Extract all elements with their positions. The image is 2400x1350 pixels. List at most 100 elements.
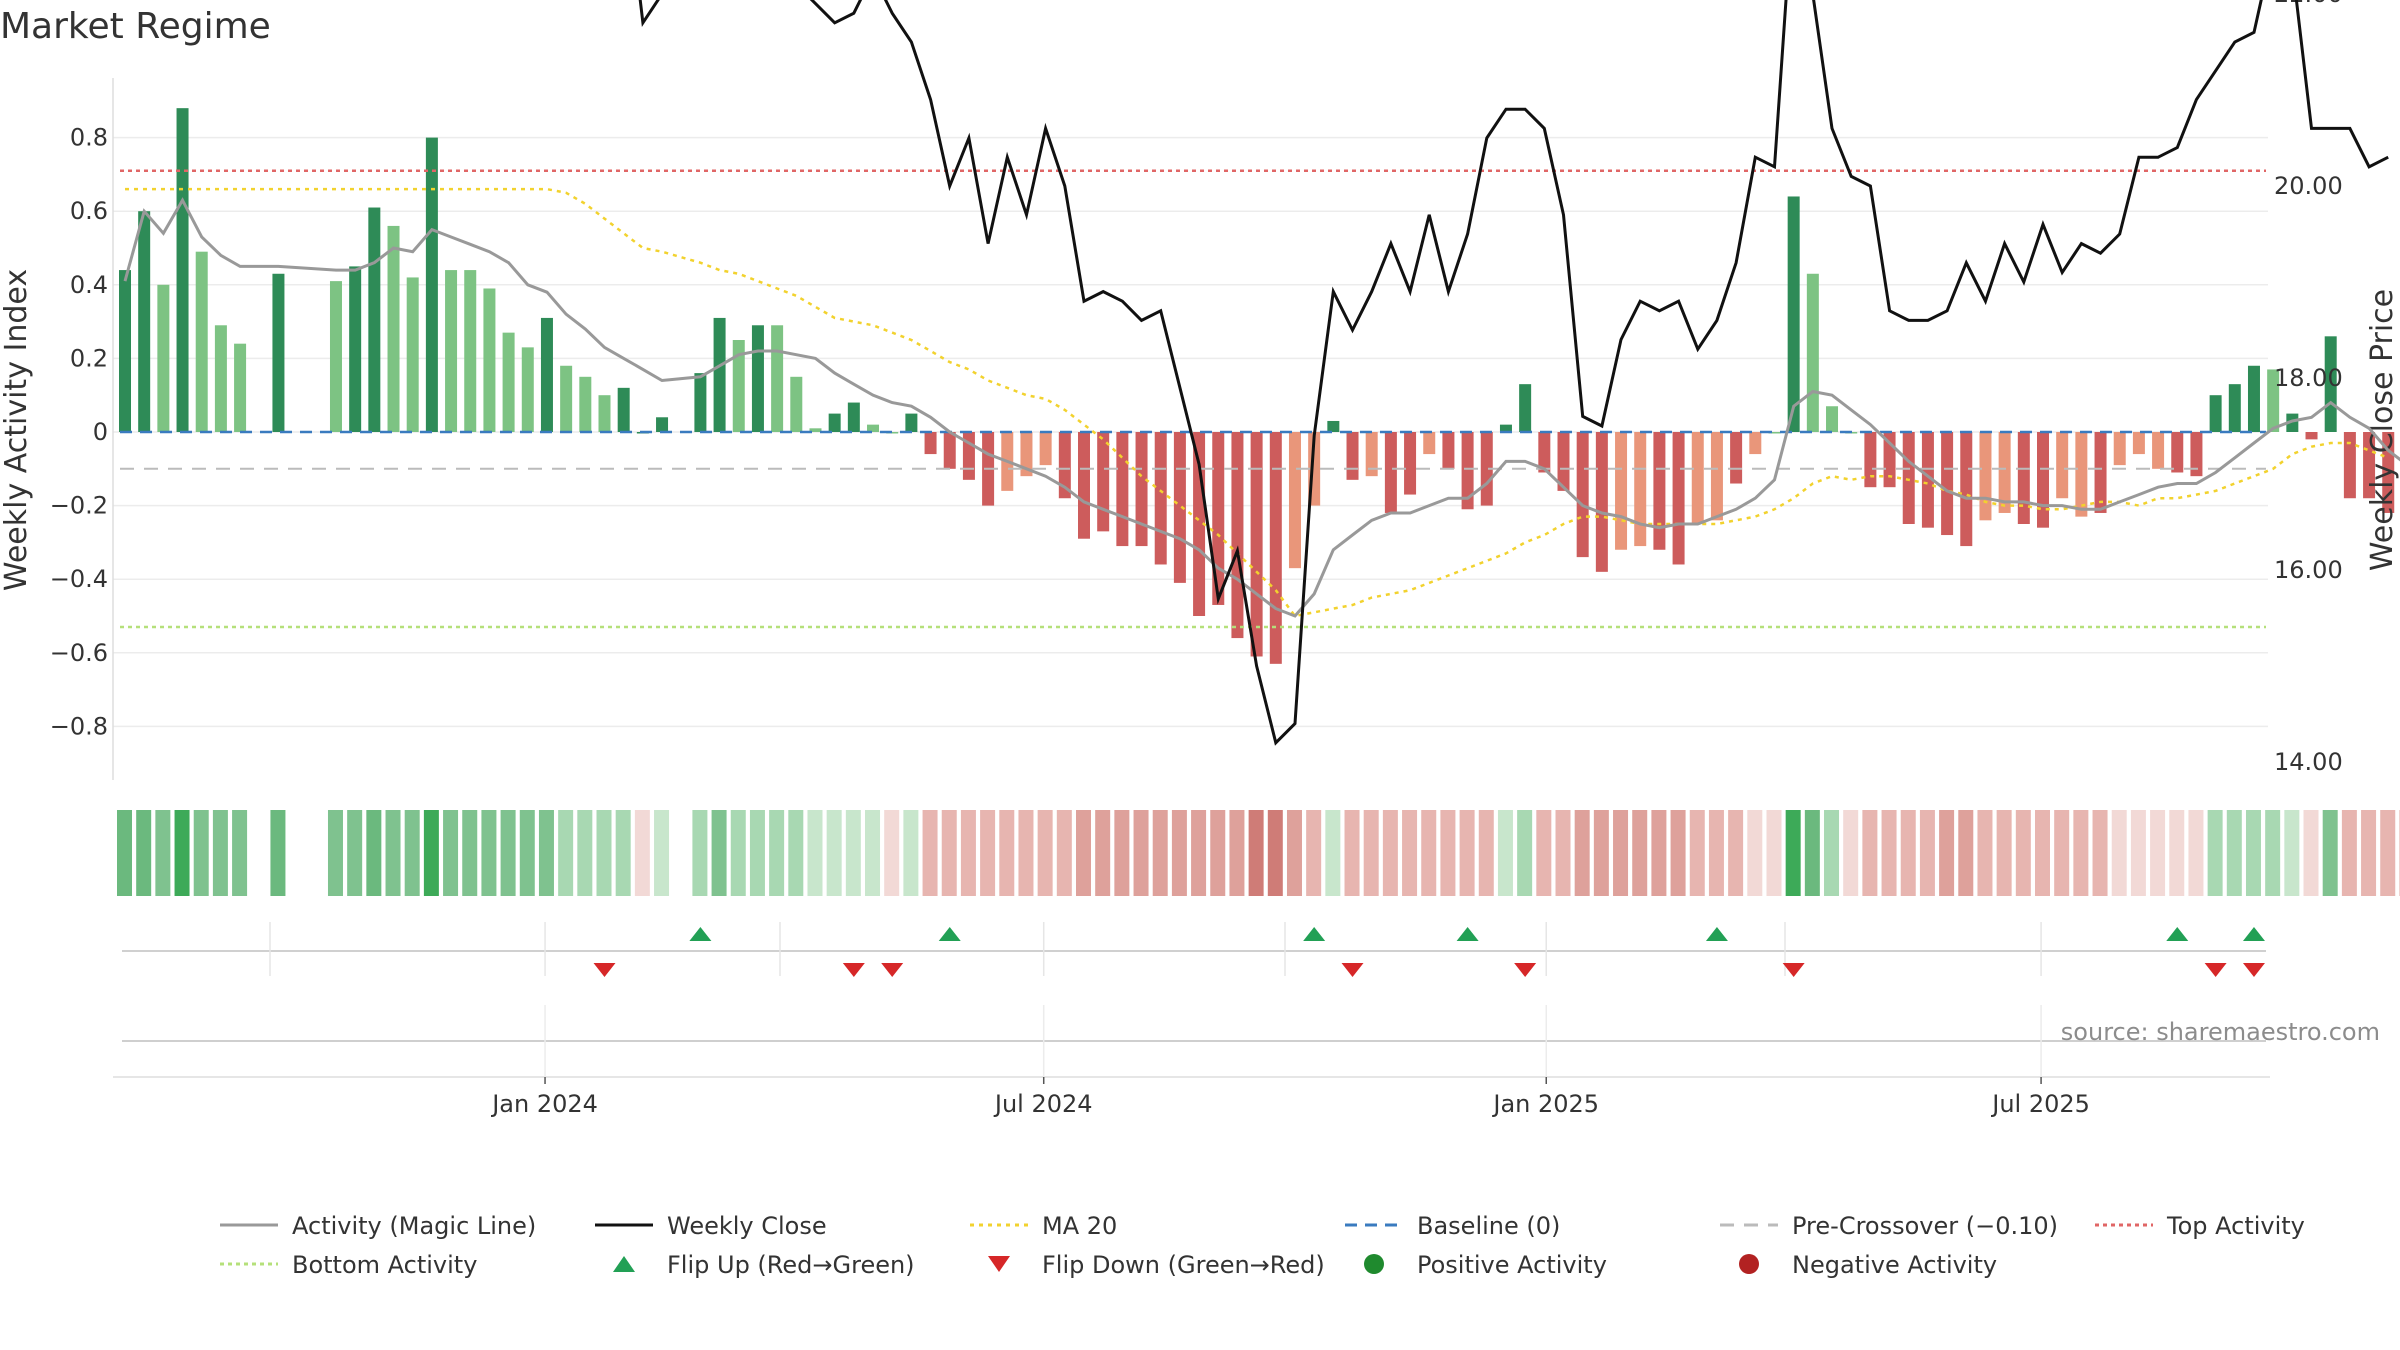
flip-down-marker <box>881 963 904 977</box>
legend-swatch <box>613 1256 635 1272</box>
regime-cell <box>980 810 996 896</box>
legend-item: Pre-Crossover (−0.10) <box>1720 1212 2058 1240</box>
activity-bar <box>1231 432 1244 639</box>
regime-cell <box>1804 810 1820 896</box>
regime-cell <box>692 810 708 896</box>
regime-cell <box>270 810 286 896</box>
activity-bar <box>234 343 247 432</box>
source-credit: source: sharemaestro.com <box>2061 1018 2380 1046</box>
regime-cell <box>1593 810 1609 896</box>
regime-cell <box>1517 810 1533 896</box>
legend-label: Pre-Crossover (−0.10) <box>1792 1212 2058 1240</box>
regime-cell <box>2130 810 2146 896</box>
regime-cell <box>2226 810 2242 896</box>
regime-cell <box>1766 810 1782 896</box>
regime-cell <box>2073 810 2089 896</box>
x-axis-ticks: Jan 2024 Jul 2024 Jan 2025 Jul 2025 <box>490 1077 2090 1118</box>
regime-cell <box>443 810 459 896</box>
activity-bar <box>732 340 745 432</box>
regime-cell <box>1824 810 1840 896</box>
activity-bar <box>1365 432 1378 477</box>
regime-strip <box>117 810 2400 896</box>
activity-bar <box>2094 432 2107 513</box>
chart-title: Market Regime <box>0 6 271 47</box>
regime-cell <box>462 810 478 896</box>
activity-bar <box>771 325 784 432</box>
activity-bar <box>2343 432 2356 499</box>
right-tick-label: 14.00 <box>2274 748 2343 776</box>
x-tick-label: Jul 2025 <box>1990 1090 2090 1118</box>
activity-bar <box>1116 432 1129 547</box>
regime-cell <box>117 810 132 896</box>
right-tick-label: 20.00 <box>2274 172 2343 200</box>
regime-cell <box>922 810 938 896</box>
regime-cell <box>1363 810 1379 896</box>
regime-cell <box>730 810 746 896</box>
left-tick-label: −0.4 <box>50 565 108 593</box>
regime-cell <box>2284 810 2300 896</box>
right-tick-label: 18.00 <box>2274 364 2343 392</box>
regime-cell <box>1747 810 1763 896</box>
activity-bar <box>445 270 458 432</box>
regime-cell <box>1497 810 1513 896</box>
activity-bar <box>2305 432 2318 440</box>
activity-bar <box>598 395 611 432</box>
activity-bar <box>329 281 342 432</box>
left-tick-label: 0.6 <box>70 197 108 225</box>
legend-label: MA 20 <box>1042 1212 1117 1240</box>
activity-bar <box>617 387 630 432</box>
bottom-panel <box>113 1005 2270 1078</box>
regime-cell <box>654 810 670 896</box>
regime-cell <box>1229 810 1245 896</box>
series-lines <box>123 0 2400 746</box>
activity-bar <box>1921 432 1934 528</box>
legend-label: Positive Activity <box>1417 1251 1607 1279</box>
regime-cell <box>999 810 1015 896</box>
activity-bar <box>1058 432 1071 499</box>
regime-cell <box>1728 810 1744 896</box>
activity-bar <box>1288 432 1301 569</box>
regime-cell <box>596 810 612 896</box>
activity-bar <box>924 432 937 455</box>
activity-bar <box>809 428 822 432</box>
regime-cell <box>1402 810 1418 896</box>
regime-cell <box>2322 810 2338 896</box>
activity-bar <box>751 325 764 432</box>
regime-cell <box>1958 810 1974 896</box>
activity-bar <box>1135 432 1148 547</box>
activity-bar <box>1576 432 1589 558</box>
regime-cell <box>2207 810 2223 896</box>
activity-bar <box>2247 365 2260 432</box>
regime-cell <box>2169 810 2185 896</box>
legend-item: Weekly Close <box>595 1212 827 1240</box>
regime-cell <box>1133 810 1149 896</box>
regime-cell <box>807 810 823 896</box>
activity-bar <box>1442 432 1455 469</box>
right-tick-label: 22.00 <box>2274 0 2343 8</box>
regime-cell <box>2092 810 2108 896</box>
flip-down-marker <box>1341 963 1364 977</box>
activity-bar <box>1346 432 1359 480</box>
flip-up-marker <box>1705 927 1728 941</box>
regime-cell <box>2245 810 2261 896</box>
regime-cell <box>615 810 631 896</box>
activity-bar <box>349 266 362 432</box>
activity-bar <box>176 108 189 432</box>
regime-cell <box>1076 810 1091 896</box>
activity-bar <box>1327 420 1340 432</box>
regime-cell <box>1977 810 1993 896</box>
activity-bar <box>1557 432 1570 491</box>
regime-cell <box>1459 810 1475 896</box>
left-tick-label: −0.6 <box>50 639 108 667</box>
activity-bar <box>579 376 592 432</box>
regime-cell <box>1670 810 1686 896</box>
activity-bar <box>694 373 707 432</box>
flip-down-marker <box>593 963 616 977</box>
regime-cell <box>2303 810 2319 896</box>
flip-up-marker <box>1303 927 1326 941</box>
legend-swatch <box>1364 1254 1384 1274</box>
activity-bar <box>2075 432 2088 517</box>
activity-bar <box>1615 432 1628 550</box>
activity-bar <box>1672 432 1685 565</box>
